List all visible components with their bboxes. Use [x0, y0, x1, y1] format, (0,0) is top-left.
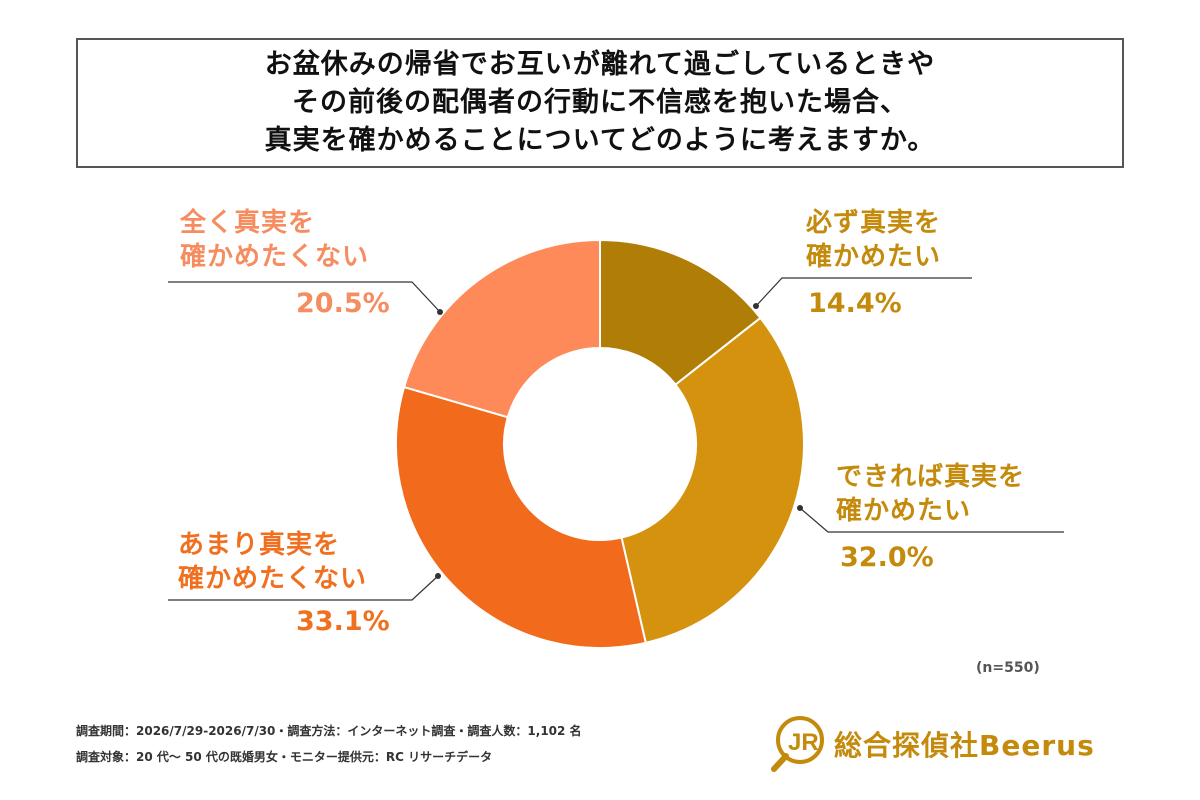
slice-label-amari: あまり真実を 確かめたくない [178, 528, 367, 596]
slice-label-dekireba: できれば真実を 確かめたい [836, 460, 1025, 528]
leader-line-mattaku-dot [437, 309, 443, 315]
slice-label-amari-line-2: 確かめたくない [178, 564, 368, 594]
footnote-survey-target: 調査対象：20 代〜 50 代の既婚男女・モニター提供元：RC リサーチデータ [76, 750, 493, 764]
slice-value-mattaku: 20.5% [296, 288, 390, 319]
slice-label-kanarazu-line-2: 確かめたい [806, 242, 942, 272]
leader-line-amari-dot [435, 573, 441, 579]
sample-size-note: (n=550) [976, 660, 1040, 676]
slice-label-dekireba-line-2: 確かめたい [836, 496, 972, 526]
slice-label-kanarazu: 必ず真実を 確かめたい [806, 206, 941, 274]
slice-mattaku [402, 238, 601, 419]
logo-text: 総合探偵社Beerus [834, 729, 1095, 762]
slice-label-dekireba-line-1: できれば真実を [836, 462, 1026, 492]
chart-title-box: お盆休みの帰省でお互いが離れて過ごしているときや その前後の配偶者の行動に不信感… [76, 38, 1124, 168]
slice-label-mattaku: 全く真実を 確かめたくない [180, 206, 369, 274]
slice-label-mattaku-line-1: 全く真実を [180, 208, 316, 238]
slice-value-kanarazu: 14.4% [808, 288, 902, 319]
leader-line-kanarazu [755, 277, 972, 307]
svg-text:JR: JR [788, 729, 819, 756]
leader-line-mattaku [168, 281, 441, 313]
slice-value-amari: 33.1% [296, 606, 390, 637]
magnifier-logo-icon: JR [771, 716, 824, 772]
chart-title-line-2: その前後の配偶者の行動に不信感を抱いた場合、 [292, 87, 908, 118]
slice-label-mattaku-line-2: 確かめたくない [180, 242, 370, 272]
leader-line-dekireba-dot [797, 505, 803, 511]
footnote-survey-method: 調査期間：2026/7/29-2026/7/30・調査方法：インターネット調査・… [76, 724, 582, 738]
slice-label-amari-line-1: あまり真実を [178, 530, 341, 560]
leader-line-dekireba [799, 507, 1064, 533]
slice-dekireba [620, 316, 805, 645]
chart-title-line-1: お盆休みの帰省でお互いが離れて過ごしているときや [264, 49, 936, 80]
beerus-logo: JR 総合探偵社Beerus [768, 712, 1118, 772]
leader-line-amari [168, 575, 439, 601]
slice-label-kanarazu-line-1: 必ず真実を [806, 208, 942, 238]
chart-title-line-3: 真実を確かめることについてどのように考えますか。 [264, 125, 936, 156]
slice-value-dekireba: 32.0% [840, 542, 934, 573]
slice-amari [395, 385, 647, 649]
leader-line-kanarazu-dot [753, 303, 759, 309]
